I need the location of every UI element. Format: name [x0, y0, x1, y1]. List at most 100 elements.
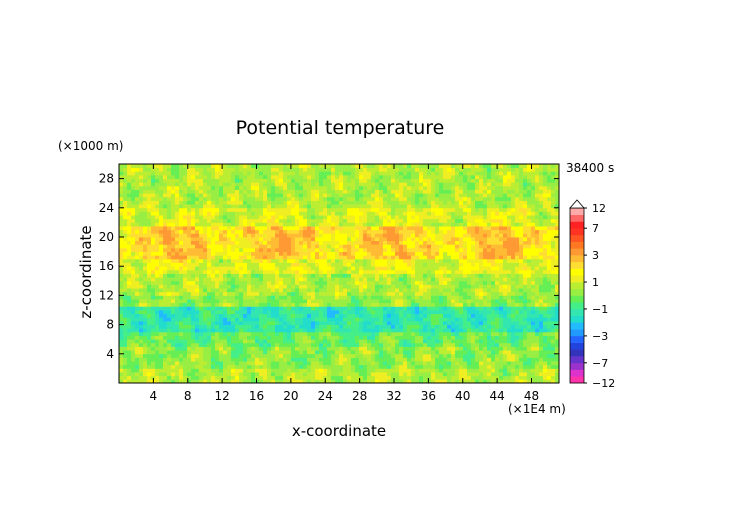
heatmap-cell [147, 233, 152, 238]
heatmap-cell [551, 350, 556, 355]
heatmap-cell [331, 346, 336, 351]
heatmap-cell [299, 255, 304, 260]
heatmap-cell [147, 335, 152, 340]
heatmap-cell [251, 262, 256, 267]
heatmap-cell [167, 277, 172, 282]
heatmap-cell [515, 222, 520, 227]
heatmap-cell [479, 226, 484, 231]
heatmap-cell [123, 280, 128, 285]
heatmap-cell [135, 342, 140, 347]
heatmap-cell [411, 237, 416, 242]
heatmap-cell [299, 331, 304, 336]
heatmap-cell [295, 342, 300, 347]
heatmap-cell [395, 368, 400, 373]
heatmap-cell [355, 255, 360, 260]
heatmap-cell [371, 364, 376, 369]
heatmap-cell [251, 273, 256, 278]
heatmap-cell [483, 302, 488, 307]
heatmap-cell [283, 258, 288, 263]
heatmap-cell [355, 372, 360, 377]
heatmap-cell [555, 251, 560, 256]
heatmap-cell [135, 233, 140, 238]
heatmap-cell [207, 258, 212, 263]
heatmap-cell [167, 357, 172, 362]
heatmap-cell [171, 280, 176, 285]
heatmap-cell [203, 295, 208, 300]
heatmap-cell [135, 310, 140, 315]
heatmap-cell [551, 269, 556, 274]
heatmap-cell [319, 258, 324, 263]
heatmap-cell [355, 310, 360, 315]
heatmap-cell [539, 226, 544, 231]
heatmap-cell [183, 364, 188, 369]
heatmap-cell [235, 361, 240, 366]
heatmap-cell [387, 335, 392, 340]
heatmap-cell [387, 302, 392, 307]
heatmap-cell [263, 335, 268, 340]
heatmap-cell [311, 266, 316, 271]
heatmap-cell [251, 269, 256, 274]
heatmap-cell [307, 251, 312, 256]
heatmap-cell [535, 331, 540, 336]
heatmap-cell [371, 317, 376, 322]
heatmap-cell [375, 317, 380, 322]
heatmap-cell [207, 346, 212, 351]
heatmap-cell [459, 277, 464, 282]
heatmap-cell [415, 310, 420, 315]
heatmap-cell [171, 258, 176, 263]
heatmap-cell [175, 273, 180, 278]
heatmap-cell [403, 280, 408, 285]
heatmap-cell [387, 284, 392, 289]
heatmap-cell [523, 247, 528, 252]
heatmap-cell [475, 335, 480, 340]
heatmap-cell [551, 339, 556, 344]
heatmap-cell [439, 328, 444, 333]
heatmap-cell [419, 379, 424, 384]
heatmap-cell [123, 284, 128, 289]
heatmap-cell [183, 295, 188, 300]
heatmap-cell [407, 313, 412, 318]
heatmap-cell [303, 229, 308, 234]
heatmap-cell [359, 320, 364, 325]
heatmap-cell [303, 368, 308, 373]
heatmap-cell [239, 357, 244, 362]
heatmap-cell [315, 372, 320, 377]
heatmap-cell [375, 266, 380, 271]
heatmap-cell [251, 313, 256, 318]
heatmap-cell [259, 251, 264, 256]
heatmap-cell [247, 269, 252, 274]
heatmap-cell [151, 361, 156, 366]
heatmap-cell [479, 280, 484, 285]
heatmap-cell [239, 269, 244, 274]
heatmap-cell [175, 320, 180, 325]
heatmap-cell [447, 284, 452, 289]
heatmap-cell [171, 269, 176, 274]
heatmap-cell [427, 353, 432, 358]
heatmap-cell [311, 233, 316, 238]
heatmap-cell [139, 251, 144, 256]
heatmap-cell [199, 247, 204, 252]
heatmap-cell [455, 273, 460, 278]
heatmap-cell [463, 244, 468, 249]
heatmap-cell [251, 222, 256, 227]
heatmap-cell [395, 346, 400, 351]
heatmap-cell [295, 247, 300, 252]
heatmap-cell [523, 262, 528, 267]
heatmap-cell [467, 222, 472, 227]
heatmap-cell [347, 284, 352, 289]
heatmap-cell [427, 277, 432, 282]
heatmap-cell [303, 262, 308, 267]
heatmap-cell [271, 342, 276, 347]
heatmap-cell [507, 335, 512, 340]
heatmap-cell [219, 266, 224, 271]
heatmap-cell [195, 342, 200, 347]
heatmap-cell [519, 222, 524, 227]
heatmap-cell [187, 328, 192, 333]
heatmap-cell [471, 302, 476, 307]
heatmap-cell [355, 273, 360, 278]
heatmap-cell [267, 306, 272, 311]
heatmap-cell [451, 295, 456, 300]
heatmap-cell [439, 273, 444, 278]
heatmap-cell [491, 364, 496, 369]
heatmap-cell [227, 375, 232, 380]
